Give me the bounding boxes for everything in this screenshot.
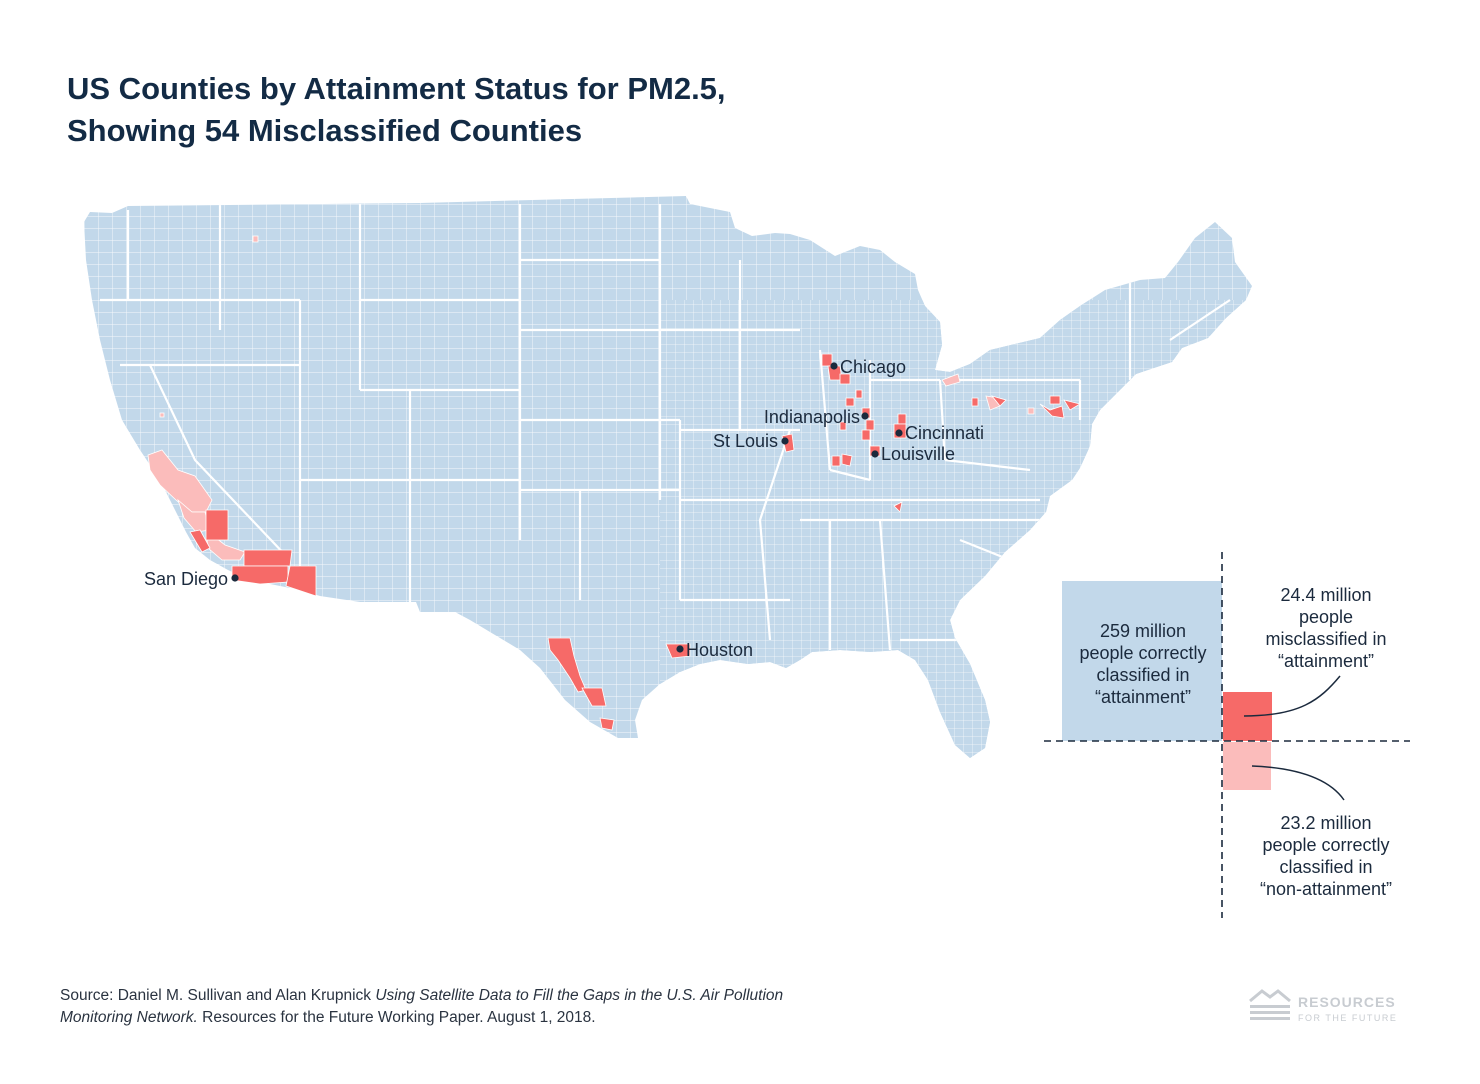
nonattainment-correct-counties <box>147 235 1035 561</box>
city-st-louis: St Louis <box>713 431 789 451</box>
legend-misclassified-line-1: 24.4 million <box>1280 585 1371 605</box>
city-label-chicago: Chicago <box>840 357 906 377</box>
legend-nonattainment-line-2: people correctly <box>1262 835 1389 855</box>
source-suffix: Resources for the Future Working Paper. … <box>197 1009 596 1026</box>
city-label-louisville: Louisville <box>881 444 955 464</box>
legend-nonattainment-line-1: 23.2 million <box>1280 813 1371 833</box>
source-paper-title: Using Satellite Data to Fill the Gaps in… <box>60 987 784 1026</box>
legend-leader-misclassified <box>1243 675 1341 717</box>
legend-misclassified-line-4: “attainment” <box>1278 651 1374 671</box>
legend-misclassified-line-2: people <box>1299 607 1353 627</box>
title-line-1: US Counties by Attainment Status for PM2… <box>67 71 726 106</box>
legend-label-misclassified-attainment: 24.4 million people misclassified in “at… <box>1265 585 1386 671</box>
legend-correct-attainment-line-2: people correctly <box>1079 643 1206 663</box>
source-prefix: Source: Daniel M. Sullivan and Alan Krup… <box>60 987 376 1004</box>
city-label-indianapolis: Indianapolis <box>764 407 860 427</box>
legend-nonattainment-line-3: classified in <box>1279 857 1372 877</box>
legend-label-correct-nonattainment: 23.2 million people correctly classified… <box>1260 813 1392 899</box>
city-chicago: Chicago <box>830 357 906 377</box>
city-label-houston: Houston <box>686 640 753 660</box>
legend-misclassified-line-3: misclassified in <box>1265 629 1386 649</box>
city-markers: Chicago Indianapolis Cincinnati St Louis… <box>144 357 984 660</box>
rff-logo-text-2: FOR THE FUTURE <box>1298 1013 1398 1023</box>
rff-logo-icon <box>1249 989 1291 1020</box>
city-houston: Houston <box>676 640 753 660</box>
city-louisville: Louisville <box>871 444 955 464</box>
legend-nonattainment-line-4: “non-attainment” <box>1260 879 1392 899</box>
legend-correct-attainment-line-1: 259 million <box>1100 621 1186 641</box>
city-label-st-louis: St Louis <box>713 431 778 451</box>
city-cincinnati: Cincinnati <box>895 423 984 443</box>
state-borders <box>100 204 1231 651</box>
city-san-diego: San Diego <box>144 569 239 589</box>
city-label-san-diego: San Diego <box>144 569 228 589</box>
legend-correct-attainment-line-4: “attainment” <box>1095 687 1191 707</box>
legend-box-correct-attainment <box>1062 581 1222 741</box>
city-label-cincinnati: Cincinnati <box>905 423 984 443</box>
city-indianapolis: Indianapolis <box>764 407 869 427</box>
population-legend: 259 million people correctly classified … <box>1044 552 1410 918</box>
source-citation: Source: Daniel M. Sullivan and Alan Krup… <box>60 985 820 1029</box>
rff-logo-text-1: RESOURCES <box>1298 994 1396 1010</box>
legend-label-correct-attainment: 259 million people correctly classified … <box>1079 621 1206 707</box>
rff-logo: RESOURCES FOR THE FUTURE <box>1248 985 1418 1027</box>
map-title: US Counties by Attainment Status for PM2… <box>67 68 726 152</box>
legend-leader-nonattainment <box>1251 765 1345 801</box>
title-line-2: Showing 54 Misclassified Counties <box>67 113 583 148</box>
legend-correct-attainment-line-3: classified in <box>1096 665 1189 685</box>
